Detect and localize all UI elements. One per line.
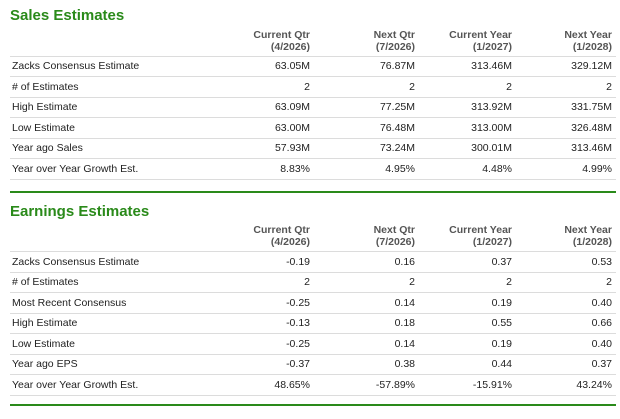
row-label: Year over Year Growth Est. xyxy=(10,158,218,180)
table-row: # of Estimates 2 2 2 2 xyxy=(10,76,616,98)
table-row: High Estimate -0.13 0.18 0.55 0.66 xyxy=(10,313,616,334)
table-header-row: Current Qtr (4/2026) Next Qtr (7/2026) Cur… xyxy=(10,22,616,57)
cell-value: 4.99% xyxy=(516,158,616,180)
cell-value: 63.00M xyxy=(218,117,314,139)
cell-value: 2 xyxy=(314,272,419,293)
cell-value: 73.24M xyxy=(314,138,419,159)
column-header-next-year: Next Year (1/2028) xyxy=(516,217,616,252)
cell-value: 48.65% xyxy=(218,374,314,396)
cell-value: 4.95% xyxy=(314,158,419,180)
table-row: Year over Year Growth Est. 8.83% 4.95% 4… xyxy=(10,158,616,180)
table-row: Zacks Consensus Estimate 63.05M 76.87M 3… xyxy=(10,56,616,77)
cell-value: 313.92M xyxy=(419,97,516,118)
cell-value: 63.05M xyxy=(218,56,314,77)
row-label: Zacks Consensus Estimate xyxy=(10,251,218,273)
cell-value: 2 xyxy=(516,272,616,293)
cell-value: -15.91% xyxy=(419,374,516,396)
column-header-next-year: Next Year (1/2028) xyxy=(516,22,616,57)
cell-value: -0.19 xyxy=(218,251,314,273)
cell-value: 57.93M xyxy=(218,138,314,159)
cell-value: 326.48M xyxy=(516,117,616,139)
column-header-current-year: Current Year (1/2027) xyxy=(419,217,516,252)
cell-value: 0.19 xyxy=(419,292,516,314)
cell-value: 0.37 xyxy=(419,251,516,273)
cell-value: 313.46M xyxy=(516,138,616,159)
cell-value: 2 xyxy=(314,76,419,98)
cell-value: 0.38 xyxy=(314,354,419,375)
section-divider xyxy=(10,403,616,406)
cell-value: 0.18 xyxy=(314,313,419,334)
row-label: Low Estimate xyxy=(10,117,218,139)
cell-value: 0.55 xyxy=(419,313,516,334)
cell-value: 4.48% xyxy=(419,158,516,180)
cell-value: 2 xyxy=(218,272,314,293)
earnings-estimates-table: Current Qtr (4/2026) Next Qtr (7/2026) Cur… xyxy=(10,217,616,396)
header-blank xyxy=(10,22,218,57)
table-row: Low Estimate -0.25 0.14 0.19 0.40 xyxy=(10,333,616,355)
column-header-next-qtr: Next Qtr (7/2026) xyxy=(314,217,419,252)
table-row: Most Recent Consensus -0.25 0.14 0.19 0.… xyxy=(10,292,616,314)
earnings-estimates-section: Earnings Estimates Current Qtr (4/2026) N… xyxy=(6,196,618,406)
table-row: Year over Year Growth Est. 48.65% -57.89… xyxy=(10,374,616,396)
table-header-row: Current Qtr (4/2026) Next Qtr (7/2026) Cur… xyxy=(10,217,616,252)
sales-estimates-section: Sales Estimates Current Qtr (4/2026) Next… xyxy=(6,0,618,193)
row-label: Zacks Consensus Estimate xyxy=(10,56,218,77)
cell-value: 2 xyxy=(218,76,314,98)
table-row: Zacks Consensus Estimate -0.19 0.16 0.37… xyxy=(10,251,616,273)
table-row: High Estimate 63.09M 77.25M 313.92M 331.… xyxy=(10,97,616,118)
cell-value: 63.09M xyxy=(218,97,314,118)
cell-value: 2 xyxy=(516,76,616,98)
cell-value: 0.66 xyxy=(516,313,616,334)
row-label: High Estimate xyxy=(10,313,218,334)
table-row: Year ago Sales 57.93M 73.24M 300.01M 313… xyxy=(10,138,616,159)
column-header-current-qtr: Current Qtr (4/2026) xyxy=(218,217,314,252)
row-label: High Estimate xyxy=(10,97,218,118)
row-label: Year ago Sales xyxy=(10,138,218,159)
cell-value: 0.37 xyxy=(516,354,616,375)
cell-value: 0.53 xyxy=(516,251,616,273)
row-label: Year over Year Growth Est. xyxy=(10,374,218,396)
cell-value: 2 xyxy=(419,272,516,293)
cell-value: -57.89% xyxy=(314,374,419,396)
cell-value: 313.00M xyxy=(419,117,516,139)
row-label: Most Recent Consensus xyxy=(10,292,218,314)
table-row: # of Estimates 2 2 2 2 xyxy=(10,272,616,293)
row-label: Low Estimate xyxy=(10,333,218,355)
row-label: Year ago EPS xyxy=(10,354,218,375)
cell-value: 0.40 xyxy=(516,333,616,355)
cell-value: 313.46M xyxy=(419,56,516,77)
cell-value: 8.83% xyxy=(218,158,314,180)
cell-value: -0.25 xyxy=(218,292,314,314)
sales-estimates-title: Sales Estimates xyxy=(10,7,125,24)
section-divider xyxy=(10,190,616,193)
cell-value: 300.01M xyxy=(419,138,516,159)
table-row: Low Estimate 63.00M 76.48M 313.00M 326.4… xyxy=(10,117,616,139)
cell-value: -0.25 xyxy=(218,333,314,355)
cell-value: -0.37 xyxy=(218,354,314,375)
column-header-current-year: Current Year (1/2027) xyxy=(419,22,516,57)
cell-value: 0.44 xyxy=(419,354,516,375)
cell-value: 0.40 xyxy=(516,292,616,314)
cell-value: 76.87M xyxy=(314,56,419,77)
cell-value: -0.13 xyxy=(218,313,314,334)
earnings-estimates-title: Earnings Estimates xyxy=(10,202,150,220)
cell-value: 76.48M xyxy=(314,117,419,139)
cell-value: 329.12M xyxy=(516,56,616,77)
cell-value: 0.14 xyxy=(314,292,419,314)
row-label: # of Estimates xyxy=(10,76,218,98)
cell-value: 0.16 xyxy=(314,251,419,273)
header-blank xyxy=(10,217,218,252)
sales-estimates-table: Current Qtr (4/2026) Next Qtr (7/2026) Cur… xyxy=(10,22,616,180)
cell-value: 43.24% xyxy=(516,374,616,396)
table-row: Year ago EPS -0.37 0.38 0.44 0.37 xyxy=(10,354,616,375)
cell-value: 2 xyxy=(419,76,516,98)
cell-value: 0.19 xyxy=(419,333,516,355)
column-header-current-qtr: Current Qtr (4/2026) xyxy=(218,22,314,57)
cell-value: 331.75M xyxy=(516,97,616,118)
cell-value: 0.14 xyxy=(314,333,419,355)
column-header-next-qtr: Next Qtr (7/2026) xyxy=(314,22,419,57)
row-label: # of Estimates xyxy=(10,272,218,293)
cell-value: 77.25M xyxy=(314,97,419,118)
